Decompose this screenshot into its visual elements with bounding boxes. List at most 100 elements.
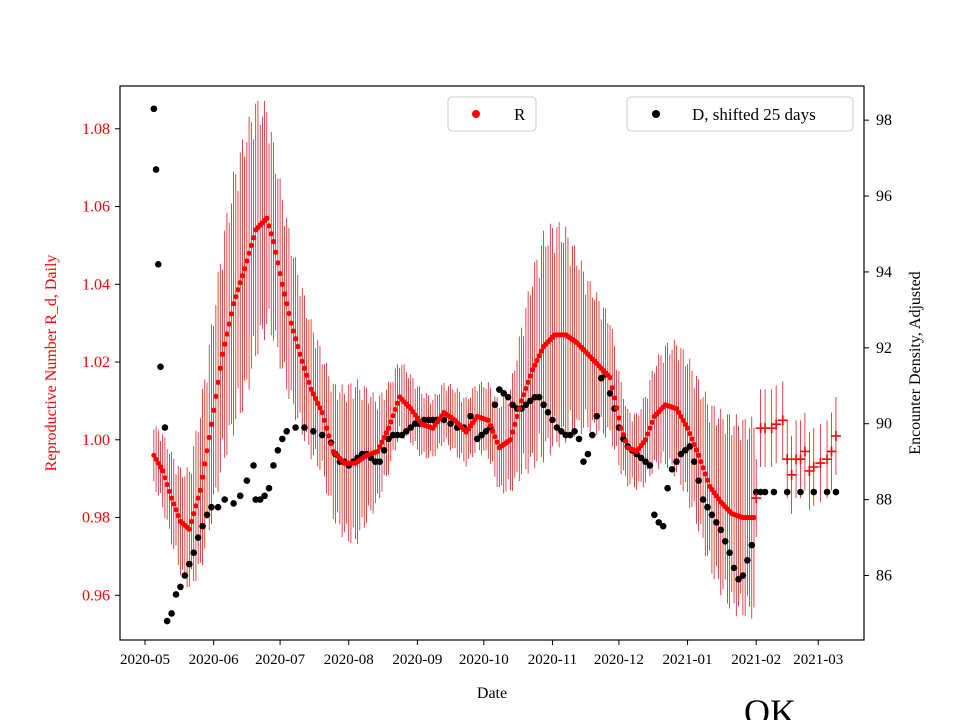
r-point bbox=[171, 501, 177, 507]
d-point bbox=[221, 496, 229, 503]
d-point bbox=[739, 572, 747, 579]
r-point bbox=[516, 406, 522, 412]
r-plus-point bbox=[799, 446, 810, 457]
d-point bbox=[496, 386, 503, 393]
d-point bbox=[509, 401, 516, 409]
legend-d-box bbox=[626, 96, 854, 132]
d-point bbox=[571, 428, 578, 435]
r-point bbox=[301, 365, 308, 371]
r-point bbox=[523, 385, 529, 392]
r-point bbox=[279, 281, 285, 287]
left-tick-label: 1.02 bbox=[82, 354, 110, 371]
r-point bbox=[487, 423, 494, 429]
r-point bbox=[649, 419, 655, 425]
r-point bbox=[166, 488, 172, 494]
d-point bbox=[261, 492, 268, 500]
r-point bbox=[237, 280, 243, 286]
r-point bbox=[195, 495, 201, 501]
r-point bbox=[248, 242, 254, 248]
r-point bbox=[215, 379, 221, 385]
r-point bbox=[208, 421, 215, 427]
d-point bbox=[549, 416, 556, 424]
r-point bbox=[186, 526, 192, 532]
r-point bbox=[492, 434, 498, 440]
r-point bbox=[244, 258, 250, 264]
d-point bbox=[398, 431, 406, 439]
r-point bbox=[275, 260, 281, 266]
d-point bbox=[447, 420, 454, 428]
d-point bbox=[797, 488, 804, 496]
d-point bbox=[783, 488, 791, 496]
r-point bbox=[383, 430, 389, 436]
r-point bbox=[645, 431, 651, 437]
r-point bbox=[529, 367, 536, 373]
right-axis-label: Encounter Density, Adjusted bbox=[907, 271, 924, 454]
d-point bbox=[203, 511, 211, 519]
x-tick-label: 2020-06 bbox=[189, 652, 239, 668]
r-point bbox=[222, 341, 228, 347]
d-point bbox=[721, 538, 729, 545]
d-point bbox=[832, 488, 840, 496]
r-point bbox=[607, 374, 613, 381]
d-point bbox=[823, 488, 831, 496]
d-point bbox=[695, 477, 702, 484]
r-point bbox=[319, 409, 325, 416]
r-point bbox=[299, 358, 305, 364]
d-point bbox=[580, 458, 587, 465]
r-point bbox=[286, 310, 292, 317]
d-point bbox=[651, 511, 658, 519]
legend-r: R bbox=[447, 96, 537, 132]
r-point bbox=[525, 379, 531, 385]
d-point bbox=[467, 412, 474, 420]
x-tick-label: 2020-05 bbox=[120, 652, 170, 668]
left-tick-label: 1.04 bbox=[82, 276, 110, 293]
r-point bbox=[532, 362, 538, 368]
x-axis-label: Date bbox=[477, 685, 507, 702]
r-point bbox=[164, 481, 170, 488]
plot-frame bbox=[119, 85, 865, 641]
d-point bbox=[473, 435, 481, 443]
d-point bbox=[152, 166, 160, 173]
r-point bbox=[616, 415, 622, 421]
r-point bbox=[618, 425, 624, 431]
r-point bbox=[614, 405, 620, 411]
d-point bbox=[310, 428, 317, 435]
d-point bbox=[177, 583, 184, 591]
right-tick-label: 96 bbox=[876, 188, 892, 205]
r-point bbox=[642, 437, 649, 443]
d-point bbox=[168, 610, 175, 617]
d-point bbox=[478, 431, 485, 439]
right-axis-ticks: 86 88 90 92 94 96 98 bbox=[864, 112, 892, 584]
d-point bbox=[584, 450, 592, 458]
x-tick-label: 2021-03 bbox=[793, 652, 843, 668]
right-tick-label: 90 bbox=[876, 416, 892, 433]
r-point bbox=[687, 430, 693, 437]
r-point bbox=[266, 223, 272, 229]
r-point bbox=[304, 372, 310, 378]
d-point bbox=[655, 519, 663, 526]
r-point bbox=[388, 419, 394, 425]
d-point bbox=[407, 424, 415, 431]
d-point bbox=[376, 458, 384, 465]
r-plus-point bbox=[826, 446, 837, 457]
r-point bbox=[381, 434, 387, 441]
d-point bbox=[535, 393, 543, 401]
d-point bbox=[154, 261, 162, 268]
r-point bbox=[226, 321, 232, 327]
d-point bbox=[761, 488, 769, 496]
r-point bbox=[191, 511, 197, 517]
r-point bbox=[390, 413, 396, 419]
d-point bbox=[606, 390, 614, 397]
r-point bbox=[153, 456, 159, 462]
d-point bbox=[185, 560, 193, 568]
left-tick-label: 0.96 bbox=[82, 587, 110, 604]
r-point bbox=[609, 385, 615, 391]
x-axis-ticks: 2020-05 2020-06 2020-07 2020-08 2020-09 2020-… bbox=[120, 640, 843, 668]
d-point bbox=[243, 477, 251, 484]
d-point bbox=[500, 390, 508, 397]
left-tick-label: 0.98 bbox=[82, 510, 110, 527]
r-point bbox=[693, 447, 700, 453]
x-tick-label: 2021-01 bbox=[663, 652, 713, 668]
r-point bbox=[534, 357, 540, 364]
r-point bbox=[211, 407, 217, 413]
